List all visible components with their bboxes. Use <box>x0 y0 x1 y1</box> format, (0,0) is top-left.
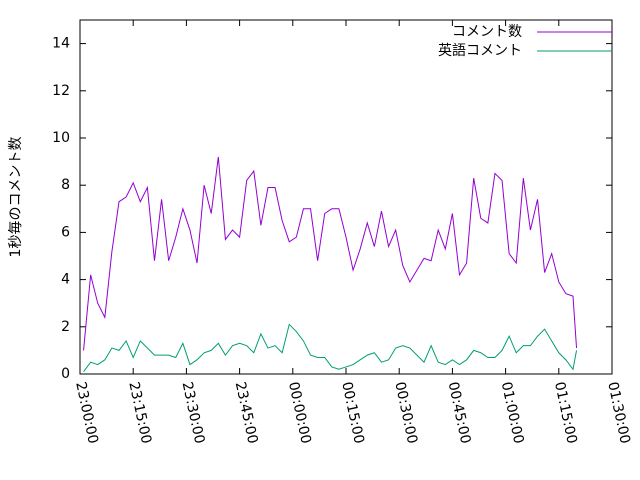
y-tick-label: 0 <box>61 366 70 382</box>
y-tick-label: 10 <box>52 130 70 146</box>
series-line <box>83 323 578 372</box>
y-tick-label: 4 <box>61 272 70 288</box>
series-line <box>83 156 578 351</box>
y-axis-label: 1秒毎のコメント数 <box>8 137 24 258</box>
legend-label: 英語コメント <box>438 42 522 59</box>
y-tick-label: 8 <box>61 177 70 193</box>
y-tick-label: 14 <box>52 36 70 52</box>
y-tick-label: 2 <box>61 319 70 335</box>
legend-label: コメント数 <box>452 24 522 40</box>
y-tick-label: 6 <box>61 224 70 240</box>
y-tick-label: 12 <box>52 83 70 99</box>
